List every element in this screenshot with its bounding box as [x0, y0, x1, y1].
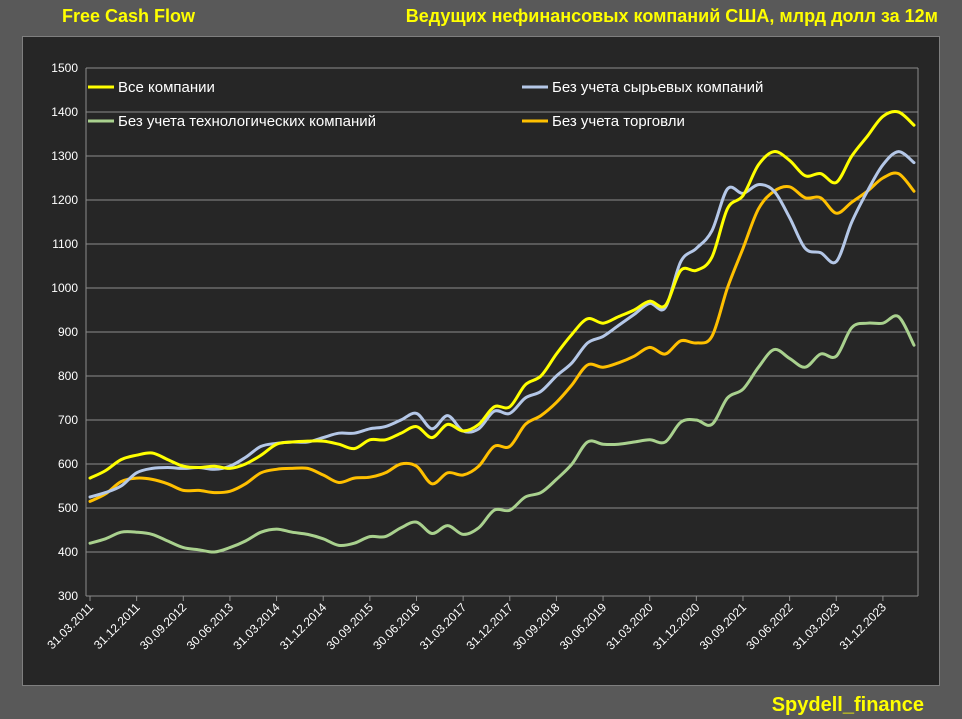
x-tick-label: 31.12.2014: [277, 600, 330, 653]
series-line-1: [88, 109, 916, 480]
chart-title-right: Ведущих нефинансовых компаний США, млрд …: [405, 6, 938, 26]
series-line-4: [88, 171, 916, 503]
x-tick-label: 31.12.2017: [464, 600, 517, 653]
y-tick-label: 800: [58, 369, 78, 383]
x-tick-label: 30.06.2013: [184, 600, 237, 653]
y-tick-label: 500: [58, 501, 78, 515]
plot-frame: [22, 36, 940, 686]
y-tick-label: 1100: [52, 237, 78, 251]
y-tick-label: 300: [58, 589, 78, 603]
x-tick-label: 31.03.2014: [230, 600, 283, 653]
x-tick-label: 30.09.2021: [697, 600, 750, 653]
series-lines: [88, 109, 916, 554]
x-tick-label: 31.12.2023: [837, 600, 890, 653]
series-line-2: [88, 150, 916, 499]
y-tick-label: 1200: [51, 193, 78, 207]
x-tick-label: 31.12.2020: [650, 600, 703, 653]
y-tick-label: 1500: [51, 61, 78, 75]
y-tick-label: 900: [58, 325, 78, 339]
y-tick-label: 400: [58, 545, 78, 559]
watermark: Spydell_finance: [771, 694, 924, 716]
chart-title-left: Free Cash Flow: [62, 6, 196, 26]
y-tick-label: 1300: [51, 149, 78, 163]
y-axis: 300 400 500 600 700 800 900 1000 1100 1200 1300 140…: [51, 61, 87, 603]
legend-label-2: Без учета сырьевых компаний: [552, 79, 763, 96]
series-line-3: [88, 314, 916, 554]
x-tick-label: 30.06.2019: [557, 600, 610, 653]
x-tick-label: 31.03.2011: [44, 600, 96, 652]
x-tick-label: 30.09.2015: [324, 600, 377, 653]
x-tick-label: 31.03.2017: [417, 600, 470, 653]
x-tick-label: 30.06.2016: [370, 600, 423, 653]
y-tick-label: 1000: [51, 281, 78, 295]
x-tick-label: 30.09.2018: [510, 600, 563, 653]
x-tick-label: 30.06.2022: [743, 600, 796, 653]
x-tick-label: 31.03.2023: [790, 600, 843, 653]
legend-label-3: Без учета технологических компаний: [118, 113, 376, 130]
y-tick-label: 600: [58, 457, 78, 471]
legend: Все компании Без учета сырьевых компаний Б…: [88, 79, 763, 130]
x-axis: 31.03.201131.12.201130.09.201230.06.2013…: [44, 596, 889, 653]
y-tick-label: 700: [58, 413, 78, 427]
x-tick-label: 31.12.2011: [91, 600, 143, 652]
legend-label-4: Без учета торговли: [552, 113, 685, 130]
gridlines: [86, 67, 919, 597]
legend-label-1: Все компании: [118, 79, 215, 96]
x-tick-label: 31.03.2020: [603, 600, 656, 653]
y-tick-label: 1400: [51, 105, 78, 119]
x-tick-label: 30.09.2012: [137, 600, 190, 653]
